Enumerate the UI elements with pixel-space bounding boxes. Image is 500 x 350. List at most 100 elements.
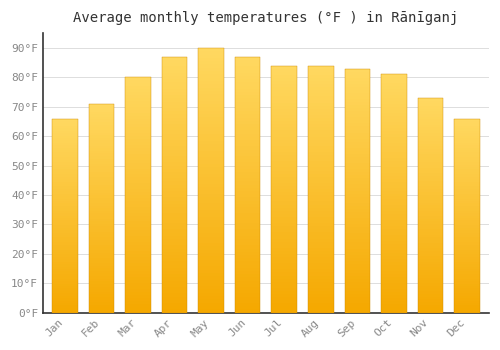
Bar xyxy=(344,99,370,102)
Bar xyxy=(88,114,114,117)
Bar xyxy=(272,198,297,202)
Bar xyxy=(235,281,260,284)
Bar xyxy=(235,146,260,149)
Bar xyxy=(381,223,406,226)
Bar xyxy=(198,147,224,150)
Bar xyxy=(308,75,334,78)
Bar xyxy=(381,238,406,241)
Bar xyxy=(88,205,114,208)
Bar xyxy=(344,69,370,313)
Bar xyxy=(272,170,297,174)
Bar xyxy=(308,115,334,118)
Bar xyxy=(454,196,480,198)
Bar xyxy=(454,305,480,308)
Bar xyxy=(88,253,114,255)
Bar xyxy=(454,203,480,206)
Bar xyxy=(308,112,334,115)
Bar xyxy=(235,278,260,281)
Bar xyxy=(418,214,443,216)
Bar xyxy=(454,131,480,133)
Bar xyxy=(198,141,224,144)
Bar xyxy=(454,123,480,126)
Bar xyxy=(52,174,78,177)
Bar xyxy=(418,144,443,146)
Bar xyxy=(125,180,151,183)
Bar xyxy=(125,113,151,116)
Bar xyxy=(162,300,188,303)
Bar xyxy=(125,224,151,228)
Bar xyxy=(308,158,334,161)
Bar xyxy=(308,245,334,248)
Bar xyxy=(198,48,224,51)
Bar xyxy=(162,156,188,159)
Bar xyxy=(344,285,370,288)
Bar xyxy=(272,251,297,254)
Bar xyxy=(381,188,406,190)
Bar xyxy=(125,160,151,163)
Bar xyxy=(198,250,224,253)
Bar xyxy=(88,258,114,260)
Bar xyxy=(52,308,78,310)
Bar xyxy=(308,263,334,266)
Bar xyxy=(125,189,151,192)
Bar xyxy=(162,66,188,70)
Bar xyxy=(198,55,224,58)
Bar xyxy=(88,245,114,247)
Bar xyxy=(235,57,260,313)
Bar xyxy=(272,254,297,257)
Bar xyxy=(162,287,188,290)
Bar xyxy=(454,296,480,298)
Bar xyxy=(162,124,188,127)
Bar xyxy=(125,119,151,121)
Bar xyxy=(52,276,78,279)
Bar xyxy=(344,69,370,71)
Bar xyxy=(272,140,297,143)
Bar xyxy=(52,133,78,135)
Bar xyxy=(381,110,406,113)
Bar xyxy=(418,189,443,192)
Bar xyxy=(418,117,443,119)
Bar xyxy=(125,292,151,295)
Bar xyxy=(125,254,151,257)
Bar xyxy=(454,267,480,269)
Bar xyxy=(418,122,443,125)
Bar xyxy=(344,105,370,108)
Bar xyxy=(88,185,114,187)
Bar xyxy=(198,263,224,266)
Bar xyxy=(88,292,114,294)
Bar xyxy=(381,190,406,194)
Bar xyxy=(272,149,297,152)
Bar xyxy=(418,208,443,211)
Bar xyxy=(88,198,114,201)
Bar xyxy=(381,292,406,295)
Bar xyxy=(418,211,443,214)
Bar xyxy=(454,162,480,164)
Bar xyxy=(344,276,370,279)
Bar xyxy=(125,98,151,101)
Bar xyxy=(125,163,151,166)
Bar xyxy=(125,298,151,301)
Bar xyxy=(381,226,406,229)
Bar xyxy=(125,216,151,218)
Bar xyxy=(344,233,370,236)
Bar xyxy=(52,286,78,288)
Bar xyxy=(162,185,188,188)
Bar xyxy=(418,259,443,262)
Bar xyxy=(454,240,480,242)
Bar xyxy=(381,131,406,134)
Bar xyxy=(235,121,260,124)
Bar xyxy=(308,241,334,245)
Bar xyxy=(418,216,443,219)
Bar xyxy=(272,124,297,127)
Bar xyxy=(344,175,370,178)
Bar xyxy=(454,223,480,225)
Bar xyxy=(381,116,406,119)
Bar xyxy=(381,202,406,205)
Bar xyxy=(454,252,480,254)
Bar xyxy=(308,279,334,282)
Bar xyxy=(454,153,480,155)
Bar xyxy=(162,130,188,133)
Bar xyxy=(235,140,260,143)
Bar xyxy=(454,145,480,148)
Bar xyxy=(125,183,151,186)
